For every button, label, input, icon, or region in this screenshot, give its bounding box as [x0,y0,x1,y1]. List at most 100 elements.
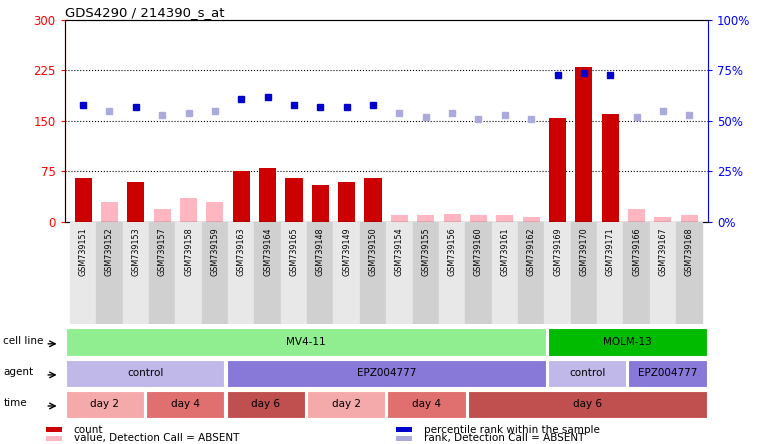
Bar [206,202,224,222]
Bar [465,222,492,324]
Bar [65,391,144,418]
Bar [417,215,435,222]
Bar [254,222,281,324]
Text: GSM739164: GSM739164 [263,227,272,276]
Bar [391,215,408,222]
Bar [544,222,571,324]
Bar [676,222,702,324]
Bar [227,391,304,418]
Bar [227,360,546,387]
Text: GSM739163: GSM739163 [237,227,246,276]
Bar [518,222,544,324]
Text: control: control [127,369,164,378]
Text: day 4: day 4 [170,400,199,409]
Bar [444,214,460,222]
Bar [602,114,619,222]
Bar [175,222,202,324]
Text: control: control [569,369,605,378]
Bar [46,436,62,441]
Bar [180,198,197,222]
Bar [470,215,487,222]
Text: rank, Detection Call = ABSENT: rank, Detection Call = ABSENT [424,433,584,444]
Text: GSM739167: GSM739167 [658,227,667,276]
Bar [233,171,250,222]
Bar [396,427,412,432]
Bar [65,329,546,356]
Text: GSM739171: GSM739171 [606,227,615,276]
Text: day 4: day 4 [412,400,441,409]
Text: GSM739153: GSM739153 [132,227,140,276]
Text: EPZ004777: EPZ004777 [356,369,416,378]
Bar [681,215,698,222]
Bar [228,222,254,324]
Bar [127,182,145,222]
Text: GSM739169: GSM739169 [553,227,562,276]
Bar [549,118,566,222]
Bar [468,391,707,418]
Text: GSM739150: GSM739150 [368,227,377,276]
Text: GDS4290 / 214390_s_at: GDS4290 / 214390_s_at [65,6,224,19]
Text: GSM739161: GSM739161 [500,227,509,276]
Bar [259,168,276,222]
Text: EPZ004777: EPZ004777 [638,369,697,378]
Text: GSM739151: GSM739151 [78,227,88,276]
Text: MOLM-13: MOLM-13 [603,337,651,347]
Text: GSM739156: GSM739156 [447,227,457,276]
Bar [571,222,597,324]
Bar [523,217,540,222]
Bar [439,222,465,324]
Text: MV4-11: MV4-11 [286,337,326,347]
Text: GSM739154: GSM739154 [395,227,404,276]
Bar [628,209,645,222]
Bar [65,360,224,387]
Bar [548,360,626,387]
Bar [307,391,385,418]
Text: GSM739159: GSM739159 [210,227,219,276]
Text: day 2: day 2 [332,400,361,409]
Bar [492,222,518,324]
Text: GSM739157: GSM739157 [158,227,167,276]
Bar [575,67,592,222]
Text: day 6: day 6 [251,400,280,409]
Bar [146,391,224,418]
Bar [360,222,386,324]
Bar [46,427,62,432]
Bar [412,222,439,324]
Bar [101,202,118,222]
Bar [285,178,303,222]
Text: GSM739152: GSM739152 [105,227,114,276]
Text: count: count [74,424,103,435]
Text: day 6: day 6 [573,400,602,409]
Text: GSM739148: GSM739148 [316,227,325,276]
Bar [386,222,412,324]
Bar [597,222,623,324]
Bar [281,222,307,324]
Text: percentile rank within the sample: percentile rank within the sample [424,424,600,435]
Bar [365,178,381,222]
Bar [387,391,466,418]
Text: GSM739149: GSM739149 [342,227,351,276]
Text: GSM739166: GSM739166 [632,227,641,276]
Text: agent: agent [3,367,33,377]
Bar [629,360,707,387]
Bar [149,222,175,324]
Text: GSM739160: GSM739160 [474,227,483,276]
Bar [97,222,123,324]
Bar [75,178,91,222]
Text: GSM739165: GSM739165 [289,227,298,276]
Bar [396,436,412,441]
Bar [496,215,514,222]
Text: value, Detection Call = ABSENT: value, Detection Call = ABSENT [74,433,239,444]
Bar [70,222,97,324]
Bar [154,209,170,222]
Text: time: time [3,398,27,408]
Bar [333,222,360,324]
Bar [307,222,333,324]
Text: GSM739155: GSM739155 [422,227,430,276]
Bar [623,222,650,324]
Text: GSM739162: GSM739162 [527,227,536,276]
Text: cell line: cell line [3,336,43,346]
Text: day 2: day 2 [91,400,119,409]
Text: GSM739168: GSM739168 [685,227,694,276]
Bar [548,329,707,356]
